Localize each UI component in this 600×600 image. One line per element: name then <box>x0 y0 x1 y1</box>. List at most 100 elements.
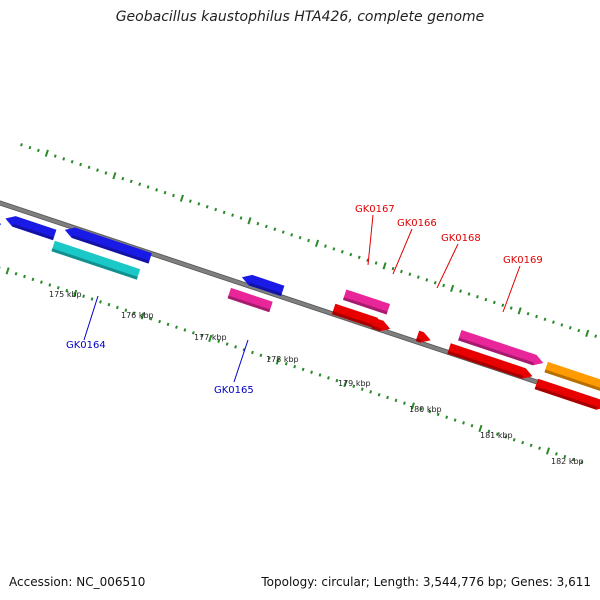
outer-tick <box>197 202 201 206</box>
outer-tick <box>155 188 159 192</box>
inner-tick <box>512 438 516 442</box>
outer-tick-ring <box>20 143 598 338</box>
outer-tick <box>585 329 590 338</box>
gene-shade <box>544 369 600 391</box>
outer-tick <box>433 280 437 285</box>
outer-tick <box>179 194 184 202</box>
inner-tick <box>132 311 136 315</box>
gene-label-gk0169: GK0169 <box>503 255 543 266</box>
inner-tick <box>563 454 567 459</box>
outer-tick <box>96 168 99 172</box>
cyan-gene-body <box>51 240 141 280</box>
pink-gene-body <box>342 289 391 315</box>
inner-tick <box>175 325 178 329</box>
inner-tick <box>234 345 238 349</box>
inner-tick <box>529 443 533 448</box>
inner-tick <box>580 460 584 465</box>
outer-tick <box>467 292 471 296</box>
inner-tick <box>360 387 364 391</box>
gene-arrow <box>5 216 57 241</box>
inner-tick <box>394 398 398 403</box>
outer-tick <box>264 224 268 229</box>
inner-tick <box>99 300 102 304</box>
red-gene-body <box>447 343 533 379</box>
outer-tick <box>239 216 243 220</box>
outer-tick <box>340 250 344 254</box>
gene-label-gk0167: GK0167 <box>355 204 395 215</box>
gene-arrow <box>458 330 544 366</box>
inner-tick <box>462 421 465 425</box>
inner-tick <box>225 342 229 346</box>
pink-gene-body <box>458 330 544 366</box>
label-leader-line <box>436 243 459 289</box>
label-leader-line <box>233 339 249 383</box>
inner-tick <box>403 401 406 405</box>
outer-tick <box>501 303 505 307</box>
inner-tick <box>166 322 170 327</box>
outer-tick <box>163 190 167 195</box>
inner-tick <box>504 435 508 439</box>
inner-tick <box>428 409 432 414</box>
kbp-label: 178 kbp <box>266 355 299 364</box>
outer-tick <box>535 314 538 319</box>
outer-tick <box>146 185 150 189</box>
outer-tick <box>53 154 57 158</box>
outer-tick <box>298 235 302 240</box>
inner-tick <box>31 277 35 282</box>
outer-tick <box>577 328 581 333</box>
outer-tick <box>307 238 310 243</box>
inner-tick <box>115 305 119 310</box>
label-leader-line <box>502 265 521 313</box>
outer-tick <box>594 334 598 338</box>
outer-tick <box>62 157 66 161</box>
inner-tick <box>386 395 389 400</box>
inner-tick <box>39 280 43 284</box>
gene-shade <box>248 282 282 297</box>
kbp-label: 175 kbp <box>49 290 82 299</box>
outer-tick <box>543 317 547 322</box>
outer-tick <box>20 143 23 147</box>
inner-tick <box>48 283 52 287</box>
outer-tick <box>104 171 108 175</box>
outer-tick <box>121 176 125 181</box>
backbone-line <box>0 201 600 405</box>
inner-tick <box>158 319 162 324</box>
inner-tick <box>571 457 575 462</box>
inner-tick <box>293 364 297 369</box>
gene-shade <box>458 337 534 366</box>
gene-label-gk0165: GK0165 <box>214 385 254 396</box>
gene-shade <box>51 248 138 280</box>
position-labels: 175 kbp 176 kbp 177 kbp 178 kbp 179 kbp 180 k… <box>49 290 584 466</box>
inner-tick <box>487 429 491 434</box>
outer-tick <box>129 179 133 184</box>
outer-tick <box>256 221 260 226</box>
blue-gene-body <box>64 227 152 264</box>
blue-gene-body <box>5 216 57 241</box>
outer-tick <box>247 217 252 225</box>
outer-tick <box>476 295 479 299</box>
gene-arrow <box>241 274 285 297</box>
kbp-label: 182 kbp <box>551 457 584 466</box>
inner-tick <box>343 379 348 388</box>
inner-tick <box>56 286 60 290</box>
inner-tick <box>90 297 94 301</box>
kbp-label: 179 kbp <box>338 379 371 388</box>
label-leader-line <box>367 214 374 266</box>
gene-shade <box>342 297 388 315</box>
outer-tick <box>425 278 429 282</box>
kbp-label: 177 kbp <box>194 333 227 342</box>
outer-tick <box>324 244 327 248</box>
outer-tick <box>222 210 226 215</box>
inner-tick <box>352 384 356 389</box>
inner-tick <box>191 331 195 335</box>
inner-tick <box>369 390 373 394</box>
inner-tick <box>242 347 246 352</box>
inner-tick <box>5 267 10 275</box>
label-leader-line <box>83 295 99 341</box>
pink-gene-body <box>227 287 273 313</box>
outer-tick <box>509 306 513 310</box>
inner-tick <box>107 302 111 307</box>
outer-tick <box>87 165 91 170</box>
